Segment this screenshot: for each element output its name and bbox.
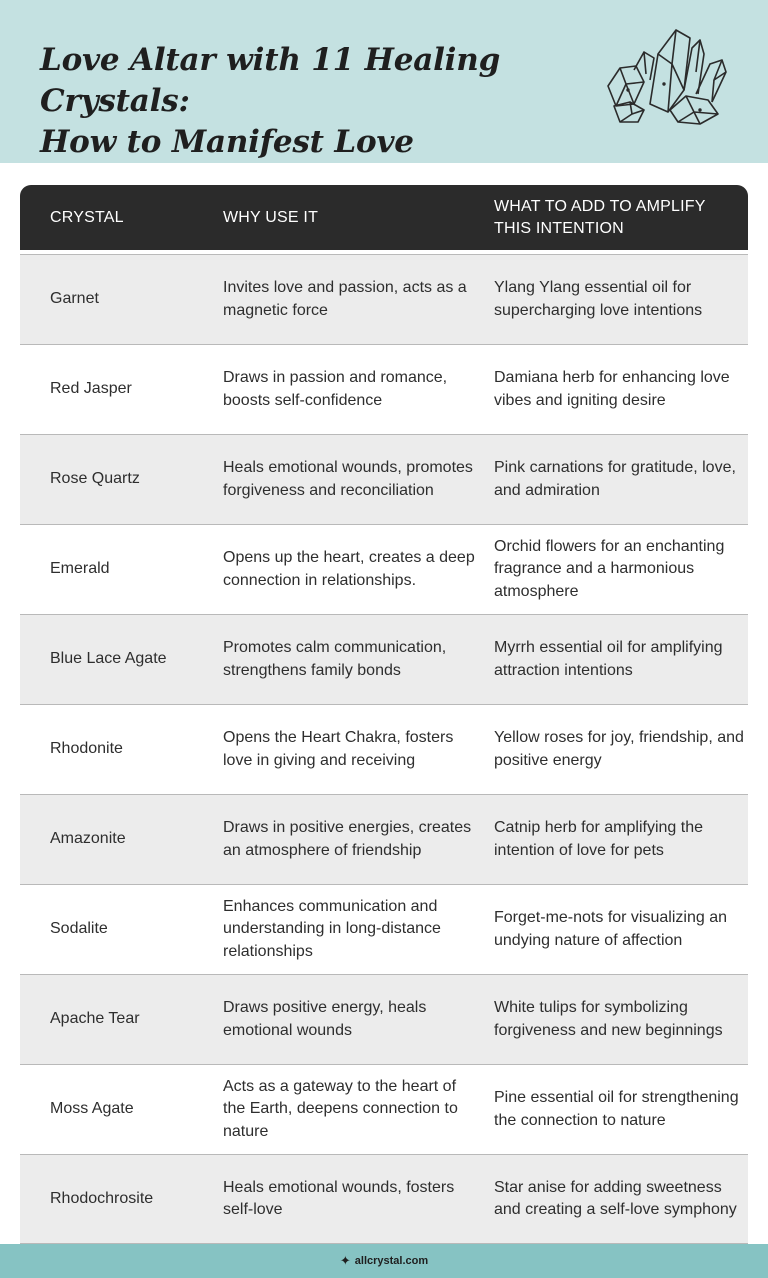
what-to-add-cell: Pink carnations for gratitude, love, and… (494, 459, 736, 499)
why-use-it-cell: Draws positive energy, heals emotional w… (223, 999, 427, 1039)
crystal-name: Rhodonite (50, 740, 123, 758)
crystal-name: Rose Quartz (50, 470, 140, 488)
table-row: Emerald Opens up the heart, creates a de… (20, 524, 748, 614)
title-line-2: How to Manifest Love (40, 124, 414, 160)
crystal-name: Amazonite (50, 830, 126, 848)
crystal-name: Garnet (50, 290, 99, 308)
footer-bar: ✦ allcrystal.com (0, 1244, 768, 1278)
column-header-why-use-it: WHY USE IT (223, 208, 319, 226)
why-use-it-cell: Invites love and passion, acts as a magn… (223, 279, 467, 319)
what-to-add-cell: Ylang Ylang essential oil for supercharg… (494, 279, 703, 319)
what-to-add-cell: Damiana herb for enhancing love vibes an… (494, 369, 730, 409)
what-to-add-cell: Yellow roses for joy, friendship, and po… (494, 729, 744, 769)
why-use-it-cell: Draws in passion and romance, boosts sel… (223, 369, 448, 409)
table-row: Rose Quartz Heals emotional wounds, prom… (20, 434, 748, 524)
table-row: Sodalite Enhances communication and unde… (20, 884, 748, 974)
why-use-it-cell: Opens the Heart Chakra, fosters love in … (223, 729, 454, 769)
table-row: Rhodonite Opens the Heart Chakra, foster… (20, 704, 748, 794)
why-use-it-cell: Heals emotional wounds, fosters self-lov… (223, 1178, 455, 1219)
table-row: Amazonite Draws in positive energies, cr… (20, 794, 748, 884)
table-row: Moss Agate Acts as a gateway to the hear… (20, 1064, 748, 1154)
why-use-it-cell: Heals emotional wounds, promotes forgive… (223, 459, 473, 499)
title-line-1: Love Altar with 11 Healing Crystals: (40, 42, 501, 119)
table-row: Apache Tear Draws positive energy, heals… (20, 974, 748, 1064)
column-header-what-to-add: WHAT TO ADD TO AMPLIFY THIS INTENTION (494, 197, 706, 237)
crystal-name: Moss Agate (50, 1100, 134, 1118)
why-use-it-cell: Promotes calm communication, strengthens… (223, 639, 447, 679)
crystal-name: Emerald (50, 560, 110, 578)
what-to-add-cell: Catnip herb for amplifying the intention… (494, 819, 703, 859)
table-header: CRYSTAL WHY USE IT WHAT TO ADD TO AMPLIF… (20, 185, 748, 250)
what-to-add-cell: Forget-me-nots for visualizing an undyin… (494, 909, 727, 949)
what-to-add-cell: Pine essential oil for strengthening the… (494, 1089, 739, 1129)
why-use-it-cell: Opens up the heart, creates a deep conne… (223, 549, 475, 589)
crystal-name: Apache Tear (50, 1010, 140, 1028)
table-row: Garnet Invites love and passion, acts as… (20, 254, 748, 344)
crystal-table: CRYSTAL WHY USE IT WHAT TO ADD TO AMPLIF… (20, 185, 748, 1244)
site-name[interactable]: allcrystal.com (354, 1255, 429, 1267)
crystal-cluster-icon (607, 29, 727, 125)
header-banner: Love Altar with 11 Healing Crystals: How… (0, 0, 768, 163)
what-to-add-cell: Myrrh essential oil for amplifying attra… (494, 639, 723, 679)
what-to-add-cell: Orchid flowers for an enchanting fragran… (494, 537, 725, 600)
crystal-name: Red Jasper (50, 380, 132, 398)
crystal-name: Sodalite (50, 920, 108, 938)
table-row: Rhodochrosite Heals emotional wounds, fo… (20, 1154, 748, 1244)
why-use-it-cell: Enhances communication and understanding… (223, 897, 441, 960)
table-body: Garnet Invites love and passion, acts as… (20, 250, 748, 1244)
crystal-name: Blue Lace Agate (50, 650, 167, 668)
why-use-it-cell: Draws in positive energies, creates an a… (223, 819, 472, 859)
sparkle-icon: ✦ (339, 1253, 351, 1268)
crystal-name: Rhodochrosite (50, 1189, 154, 1207)
page-title: Love Altar with 11 Healing Crystals: How… (40, 40, 600, 163)
what-to-add-cell: White tulips for symbolizing forgiveness… (494, 999, 723, 1039)
column-header-crystal: CRYSTAL (50, 208, 124, 226)
what-to-add-cell: Star anise for adding sweetness and crea… (494, 1178, 737, 1219)
table-row: Blue Lace Agate Promotes calm communicat… (20, 614, 748, 704)
table-row: Red Jasper Draws in passion and romance,… (20, 344, 748, 434)
why-use-it-cell: Acts as a gateway to the heart of the Ea… (223, 1077, 458, 1140)
